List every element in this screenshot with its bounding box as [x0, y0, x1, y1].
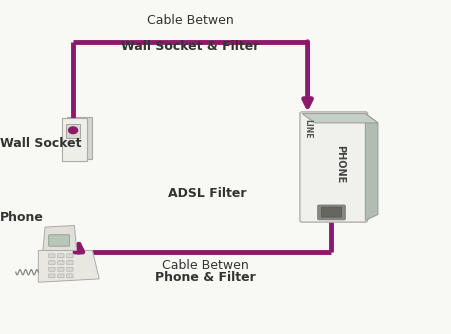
Text: ADSL Filter: ADSL Filter — [168, 187, 247, 200]
FancyBboxPatch shape — [321, 207, 342, 217]
Text: LINE: LINE — [303, 119, 312, 138]
FancyBboxPatch shape — [49, 274, 55, 278]
FancyBboxPatch shape — [58, 254, 64, 258]
FancyBboxPatch shape — [49, 261, 55, 265]
FancyBboxPatch shape — [67, 254, 73, 258]
FancyBboxPatch shape — [58, 274, 64, 278]
FancyBboxPatch shape — [49, 235, 69, 246]
Text: PHONE: PHONE — [336, 145, 345, 183]
Text: Cable Betwen: Cable Betwen — [147, 14, 234, 27]
Text: Phone: Phone — [0, 211, 44, 223]
FancyBboxPatch shape — [66, 124, 80, 138]
FancyBboxPatch shape — [58, 261, 64, 265]
Polygon shape — [365, 114, 378, 220]
FancyBboxPatch shape — [67, 267, 73, 271]
Circle shape — [69, 127, 78, 134]
Polygon shape — [43, 225, 77, 250]
FancyBboxPatch shape — [300, 112, 368, 222]
Text: Wall Socket: Wall Socket — [0, 137, 82, 150]
Text: Phone & Filter: Phone & Filter — [155, 271, 256, 284]
Text: Wall Socket & Filter: Wall Socket & Filter — [121, 40, 259, 53]
FancyBboxPatch shape — [67, 117, 92, 159]
FancyBboxPatch shape — [58, 267, 64, 271]
FancyBboxPatch shape — [49, 267, 55, 271]
Polygon shape — [302, 114, 378, 123]
Polygon shape — [38, 250, 99, 282]
Text: Cable Betwen: Cable Betwen — [162, 259, 249, 272]
FancyBboxPatch shape — [62, 118, 87, 161]
FancyBboxPatch shape — [67, 261, 73, 265]
FancyBboxPatch shape — [318, 205, 345, 220]
FancyBboxPatch shape — [67, 274, 73, 278]
FancyBboxPatch shape — [49, 254, 55, 258]
